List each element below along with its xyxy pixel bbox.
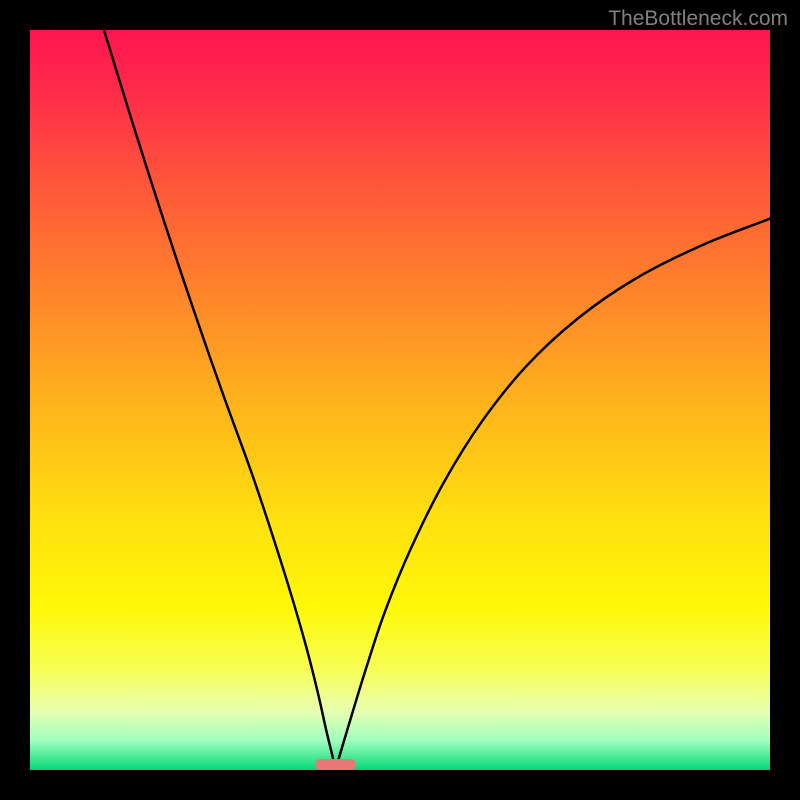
chart-container: TheBottleneck.com: [0, 0, 800, 800]
curve-layer: [30, 30, 770, 770]
curve-left-branch: [104, 30, 336, 770]
plot-area: [30, 30, 770, 770]
curve-right-branch: [336, 219, 770, 770]
notch-marker: [315, 759, 356, 770]
watermark-text: TheBottleneck.com: [608, 7, 788, 31]
